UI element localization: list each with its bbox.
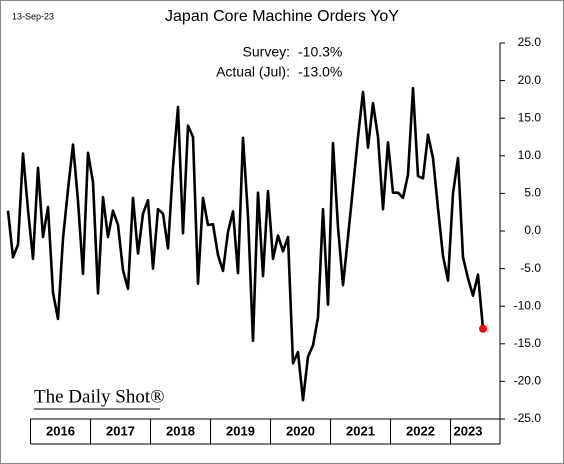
x-tick-label: 2023: [454, 423, 483, 438]
x-tick-label: 2018: [166, 423, 195, 438]
y-tick-label: -25.0: [514, 411, 542, 425]
x-tick-label: 2020: [286, 423, 315, 438]
x-tick-label: 2022: [406, 423, 435, 438]
annotation-value: -10.3%: [298, 44, 342, 60]
chart-title: Japan Core Machine Orders YoY: [165, 8, 399, 25]
annotation-value: -13.0%: [298, 64, 342, 80]
date: 13-Sep-23: [12, 11, 54, 21]
y-tick-label: 5.0: [524, 186, 541, 200]
source-logo: The Daily Shot®: [34, 386, 165, 407]
y-tick-label: 15.0: [518, 110, 542, 124]
x-tick-label: 2021: [346, 423, 375, 438]
y-tick-label: -15.0: [514, 336, 542, 350]
y-tick-label: -20.0: [514, 374, 542, 388]
y-tick-label: -5.0: [520, 261, 541, 275]
annotation-label: Actual (Jul):: [216, 64, 290, 80]
y-tick-label: 0.0: [524, 223, 541, 237]
latest-point: [479, 324, 487, 333]
y-tick-label: 10.0: [518, 148, 542, 162]
y-tick-label: 20.0: [518, 73, 542, 87]
x-tick-label: 2016: [46, 423, 75, 438]
annotation-label: Survey:: [243, 44, 290, 60]
y-tick-label: 25.0: [518, 35, 542, 49]
x-tick-label: 2019: [226, 423, 255, 438]
data-line: [6, 86, 485, 402]
y-tick-label: -10.0: [514, 298, 542, 312]
x-tick-label: 2017: [106, 423, 135, 438]
